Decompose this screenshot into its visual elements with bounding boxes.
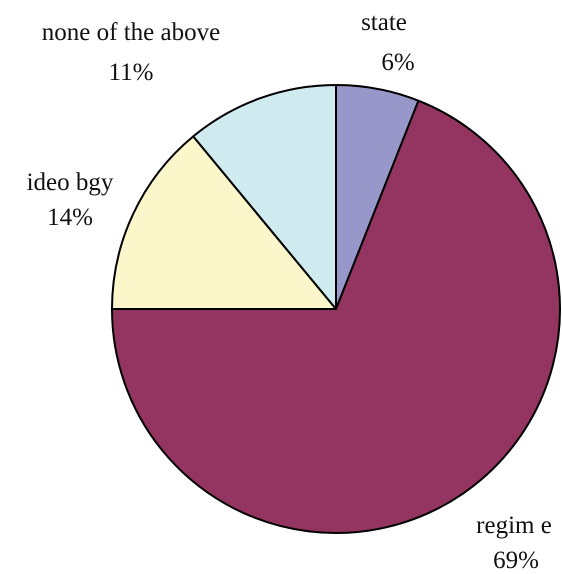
pie-slice-none-of-the-above	[192, 84, 337, 310]
slice-label-regime: regim e	[476, 512, 552, 539]
slice-percent-none-of-the-above: 11%	[109, 59, 154, 86]
slice-label-none-of-the-above: none of the above	[42, 19, 220, 46]
slice-label-group-state: state 6%	[361, 9, 415, 76]
pie-slices	[111, 84, 561, 534]
slice-label-ideology: ideo bgy	[27, 169, 114, 196]
slice-label-group-ideology: ideo bgy 14%	[27, 169, 114, 231]
slice-percent-state: 6%	[381, 49, 414, 76]
slice-label-group-regime: regim e 69%	[476, 512, 552, 574]
slice-label-group-none-of-the-above: none of the above 11%	[42, 19, 220, 86]
pie-slice-ideology	[111, 135, 337, 310]
pie-slice-regime	[111, 99, 561, 534]
slice-label-state: state	[361, 9, 407, 36]
slice-percent-ideology: 14%	[47, 204, 93, 231]
slice-percent-regime: 69%	[493, 547, 539, 574]
